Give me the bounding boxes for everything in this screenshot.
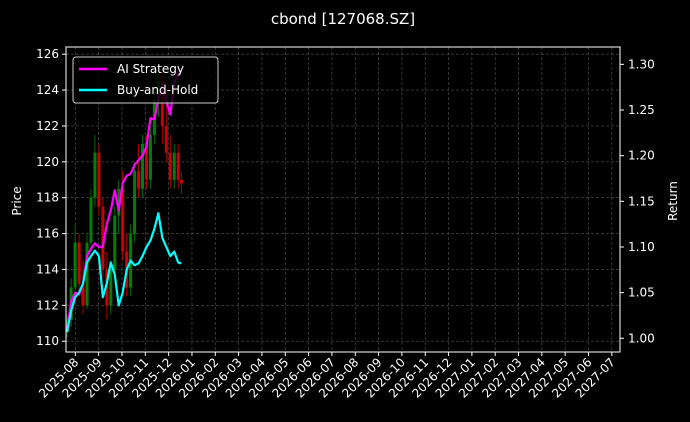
y2-tick-label: 1.10	[628, 240, 655, 254]
legend-label: Buy-and-Hold	[117, 83, 198, 97]
candle-body	[81, 283, 85, 306]
y2-axis-label: Return	[666, 181, 680, 221]
y-tick-label: 110	[36, 334, 59, 348]
y-tick-label: 118	[36, 191, 59, 205]
y2-tick-label: 1.00	[628, 331, 655, 345]
candle-body	[77, 242, 81, 284]
candle-body	[109, 269, 113, 306]
candle-body	[160, 81, 164, 126]
candle-body	[179, 179, 183, 184]
y-tick-label: 126	[36, 47, 59, 61]
candle-body	[144, 143, 148, 180]
y-tick-label: 112	[36, 298, 59, 312]
candle-body	[73, 242, 77, 288]
y2-tick-label: 1.05	[628, 286, 655, 300]
candle-body	[176, 152, 180, 180]
candle-body	[141, 143, 145, 189]
candle-body	[117, 188, 121, 216]
candle-body	[85, 242, 89, 306]
candle-body	[113, 215, 117, 270]
candle-body	[97, 152, 101, 207]
y-tick-label: 120	[36, 155, 59, 169]
y2-tick-label: 1.30	[628, 57, 655, 71]
y2-tick-label: 1.20	[628, 149, 655, 163]
legend-label: AI Strategy	[117, 62, 184, 76]
candle-body	[133, 170, 137, 234]
candle-body	[93, 152, 97, 198]
y-tick-label: 116	[36, 227, 59, 241]
candle-body	[172, 152, 176, 180]
candle-body	[89, 197, 93, 243]
y-tick-label: 124	[36, 83, 59, 97]
legend-box	[72, 56, 219, 104]
candle-body	[168, 152, 172, 180]
candle-body	[121, 188, 125, 252]
candle-body	[148, 134, 152, 180]
candle-body	[164, 125, 168, 153]
y-tick-label: 114	[36, 262, 59, 276]
plot-frame	[65, 46, 621, 353]
y2-tick-label: 1.25	[628, 103, 655, 117]
y-tick-label: 122	[36, 119, 59, 133]
candle-body	[101, 206, 105, 270]
chart-title: cbond [127068.SZ]	[271, 10, 415, 28]
line-series	[66, 212, 182, 333]
y2-tick-label: 1.15	[628, 194, 655, 208]
y-axis-label: Price	[10, 186, 24, 215]
candle-body	[137, 170, 141, 189]
